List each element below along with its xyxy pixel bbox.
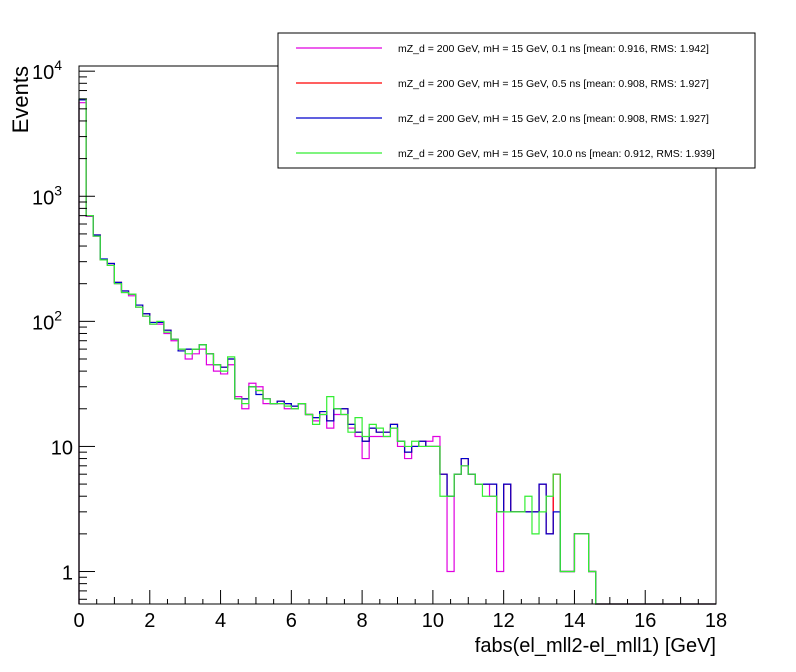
x-tick-label: 10 [422, 610, 444, 632]
x-tick-label: 4 [215, 610, 226, 632]
x-tick-label: 2 [144, 610, 155, 632]
x-tick-label: 0 [73, 610, 84, 632]
x-axis: 0 2 4 6 8 10 12 14 16 18 [73, 590, 727, 632]
legend-label: mZ_d = 200 GeV, mH = 15 GeV, 0.1 ns [mea… [398, 43, 709, 55]
y-tick-label: 104 [32, 57, 62, 84]
legend-label: mZ_d = 200 GeV, mH = 15 GeV, 2.0 ns [mea… [398, 113, 709, 125]
x-axis-title: fabs(el_mll2-el_mll1) [GeV] [475, 635, 716, 657]
series-line-3 [78, 98, 716, 605]
legend-label: mZ_d = 200 GeV, mH = 15 GeV, 10.0 ns [me… [398, 148, 715, 160]
x-tick-label: 14 [563, 610, 585, 632]
x-tick-label: 8 [357, 610, 368, 632]
y-tick-label: 102 [32, 307, 62, 334]
x-tick-label: 16 [634, 610, 656, 632]
y-axis-title: Events [8, 66, 33, 133]
y-axis: 1 10 102 103 104 [32, 57, 95, 600]
y-tick-label: 10 [51, 437, 73, 459]
series-layer [78, 98, 716, 605]
x-tick-label: 18 [705, 610, 727, 632]
legend-box [277, 32, 756, 169]
y-tick-label: 103 [32, 182, 62, 209]
x-tick-label: 12 [493, 610, 515, 632]
legend-label: mZ_d = 200 GeV, mH = 15 GeV, 0.5 ns [mea… [398, 78, 709, 90]
legend: mZ_d = 200 GeV, mH = 15 GeV, 0.1 ns [mea… [277, 32, 756, 169]
x-tick-label: 6 [286, 610, 297, 632]
y-tick-label: 1 [62, 563, 73, 585]
